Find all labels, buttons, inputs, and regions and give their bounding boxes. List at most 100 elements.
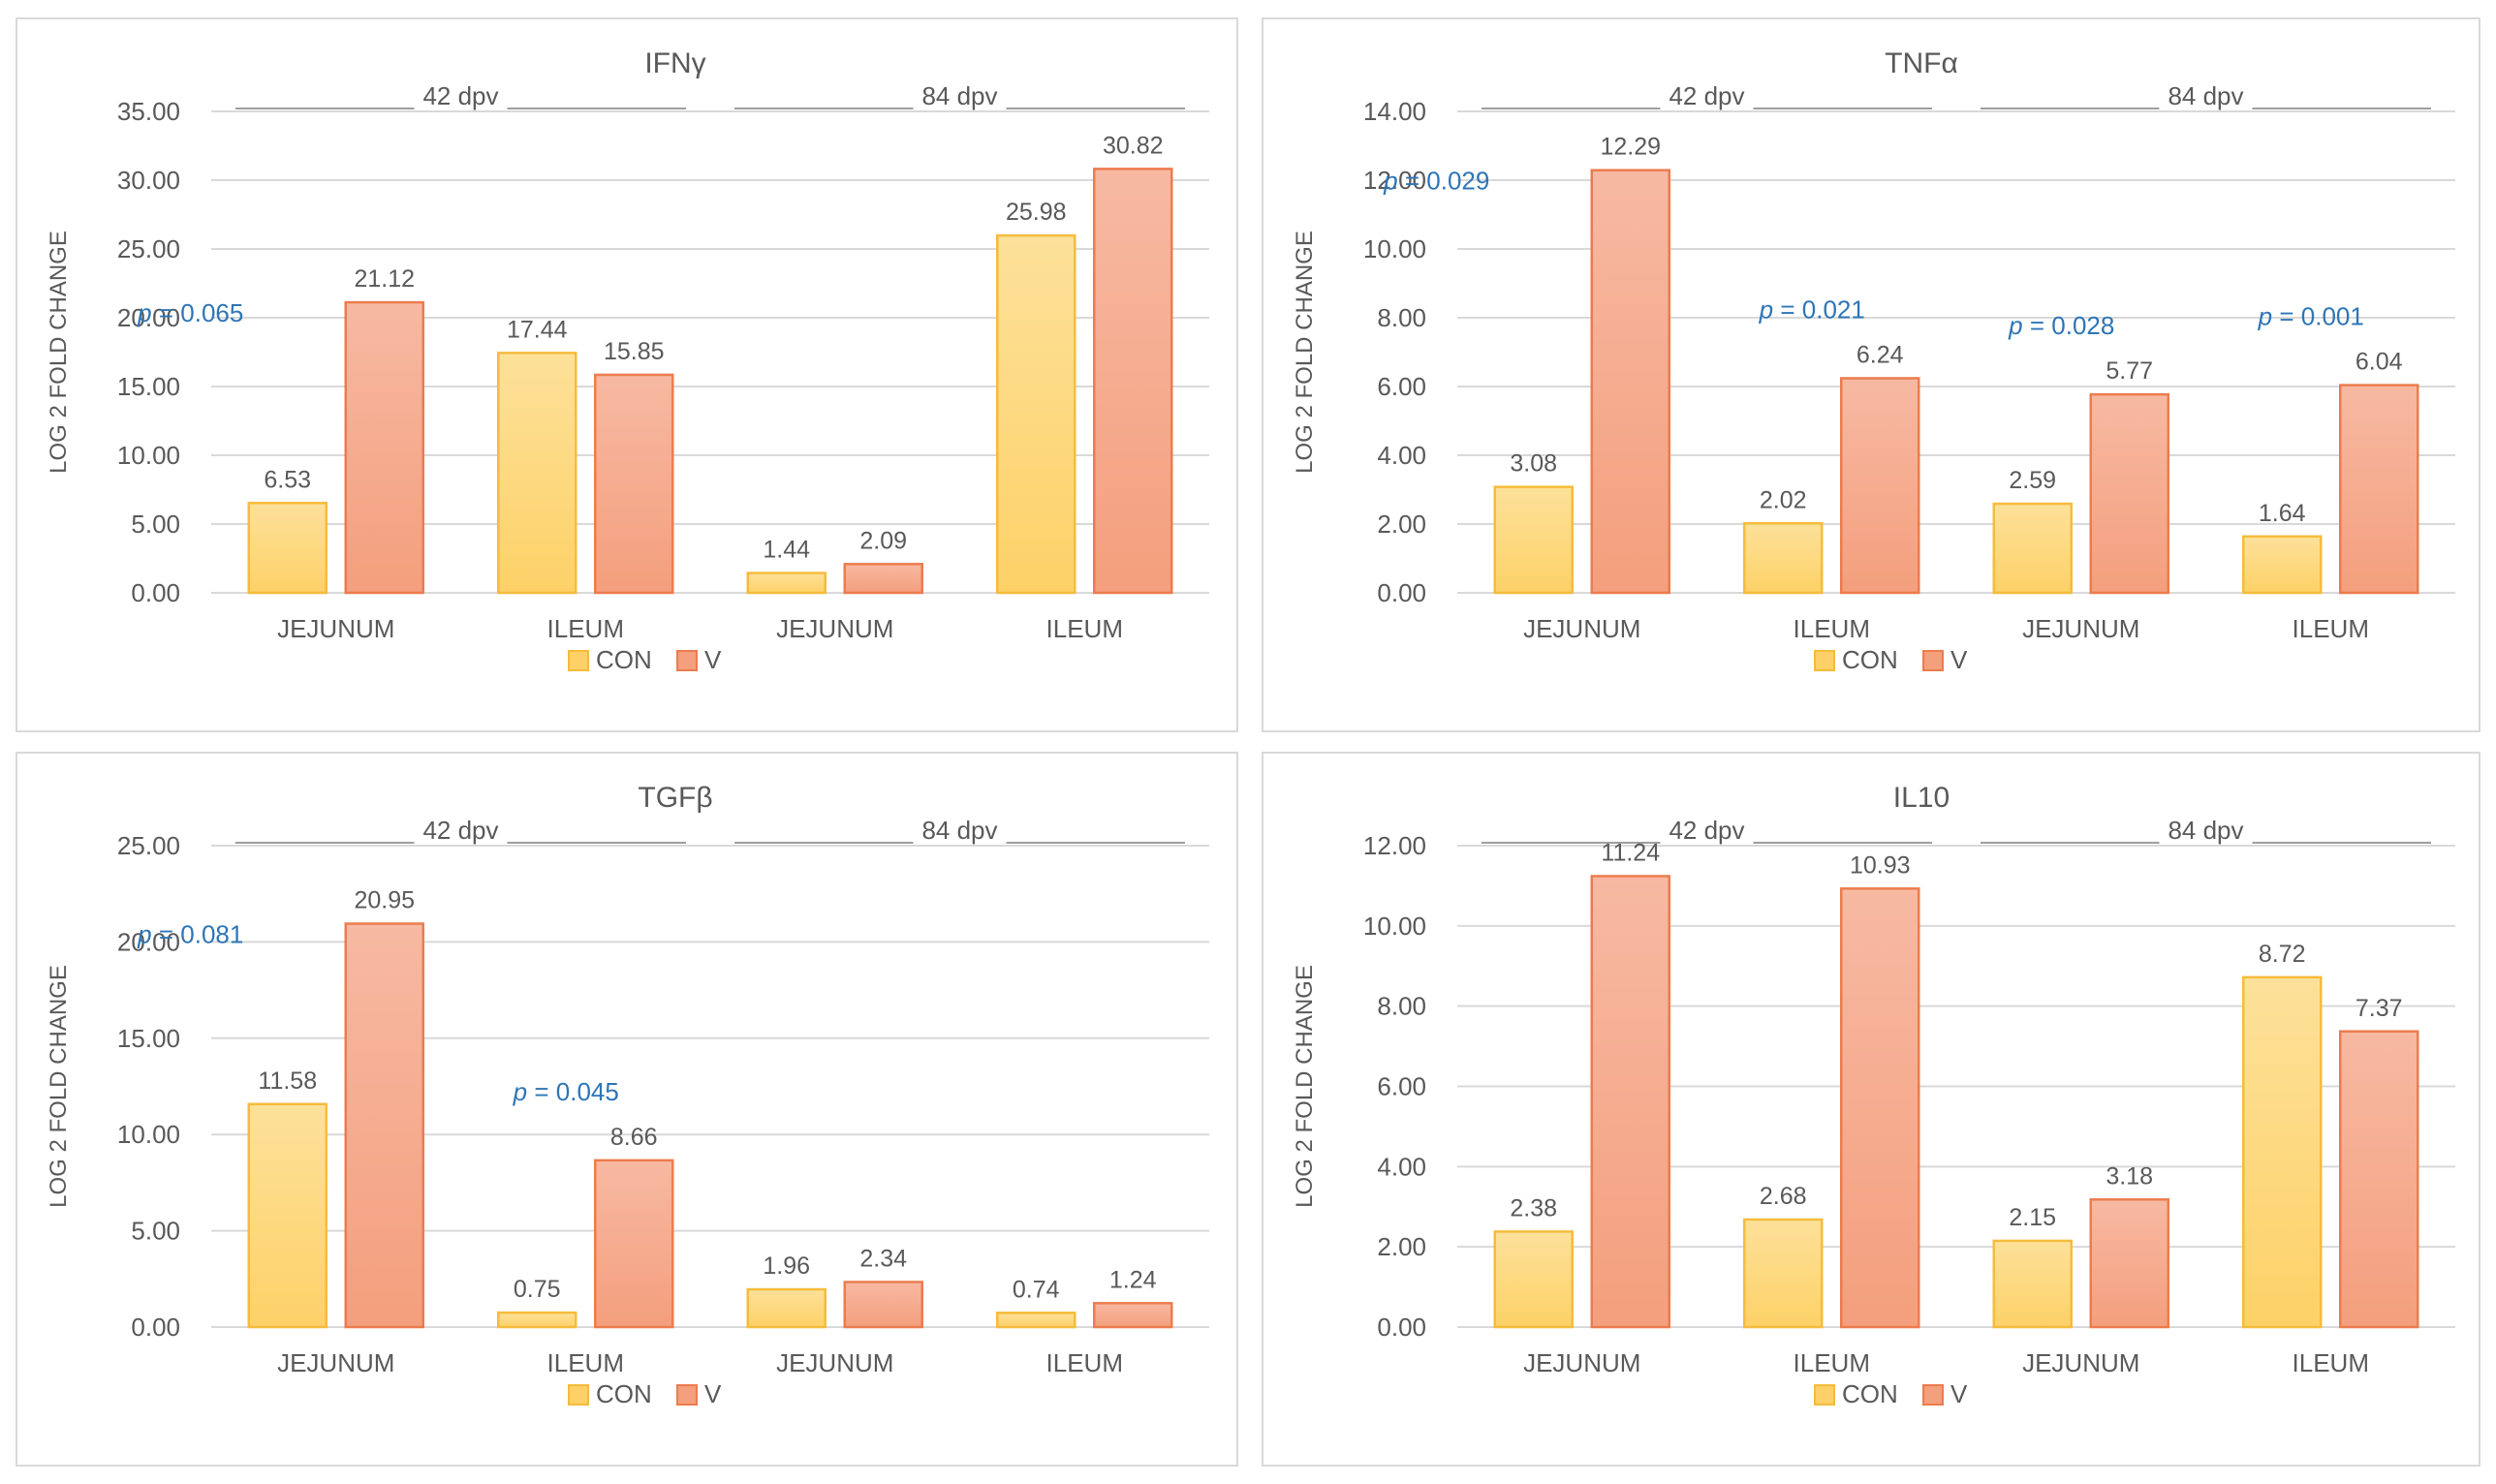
y-tick-label: 0.00 bbox=[1377, 578, 1426, 607]
y-axis-label: LOG 2 FOLD CHANGE bbox=[1292, 231, 1318, 474]
data-label: 2.59 bbox=[2009, 467, 2056, 494]
v-bar bbox=[2091, 394, 2168, 593]
category-label: ILEUM bbox=[2293, 1348, 2369, 1377]
v-bar bbox=[1094, 1303, 1171, 1327]
data-label: 15.85 bbox=[604, 338, 665, 365]
data-label: 11.58 bbox=[258, 1067, 317, 1095]
p-value-text: = 0.065 bbox=[152, 298, 244, 327]
p-value-annotation: p = 0.065 bbox=[137, 298, 243, 327]
data-label: 2.68 bbox=[1760, 1183, 1807, 1210]
y-tick-label: 8.00 bbox=[1377, 992, 1426, 1021]
con-bar bbox=[498, 1313, 576, 1327]
data-label: 12.29 bbox=[1600, 134, 1661, 161]
v-bar bbox=[2091, 1199, 2168, 1327]
data-label: 0.75 bbox=[514, 1276, 561, 1303]
v-bar bbox=[2340, 1032, 2418, 1327]
legend-label-con: CON bbox=[1842, 645, 1898, 674]
data-label: 30.82 bbox=[1103, 132, 1164, 159]
category-label: JEJUNUM bbox=[2022, 1348, 2139, 1377]
data-label: 7.37 bbox=[2356, 995, 2403, 1022]
p-value-symbol: p bbox=[513, 1077, 527, 1106]
y-tick-label: 5.00 bbox=[131, 1217, 180, 1246]
p-value-symbol: p bbox=[1383, 167, 1397, 196]
y-tick-label: 6.00 bbox=[1377, 1072, 1426, 1101]
p-value-symbol: p bbox=[2008, 311, 2022, 340]
data-label: 2.15 bbox=[2009, 1204, 2056, 1231]
y-tick-label: 35.00 bbox=[117, 97, 180, 126]
category-label: JEJUNUM bbox=[2022, 614, 2139, 643]
group-label: 84 dpv bbox=[921, 816, 997, 845]
legend-label-v: V bbox=[704, 645, 722, 674]
con-bar bbox=[2243, 537, 2321, 593]
y-axis-label: LOG 2 FOLD CHANGE bbox=[46, 231, 72, 474]
data-label: 8.66 bbox=[610, 1124, 658, 1151]
v-bar bbox=[595, 1160, 672, 1327]
category-label: JEJUNUM bbox=[776, 1348, 893, 1377]
con-bar bbox=[1994, 1241, 2072, 1327]
legend-label-v: V bbox=[1950, 1379, 1968, 1408]
p-value-annotation: p = 0.081 bbox=[137, 920, 243, 949]
tnf-alpha-chart-panel: TNFα LOG 2 FOLD CHANGE 0.00 2.00 4.00 6.00 8.0… bbox=[1262, 17, 2480, 732]
y-tick-label: 2.00 bbox=[1377, 510, 1426, 539]
tgf-beta-chart-panel: TGFβ LOG 2 FOLD CHANGE 0.00 5.00 10.00 15.00 2… bbox=[16, 752, 1238, 1467]
y-tick-label: 15.00 bbox=[117, 372, 180, 401]
data-label: 21.12 bbox=[354, 265, 415, 293]
v-bar bbox=[1592, 876, 1669, 1327]
data-label: 2.02 bbox=[1760, 486, 1807, 513]
data-label: 11.24 bbox=[1601, 839, 1660, 866]
y-tick-label: 14.00 bbox=[1363, 97, 1426, 126]
y-tick-label: 6.00 bbox=[1377, 372, 1426, 401]
p-value-annotation: p = 0.045 bbox=[513, 1077, 619, 1106]
y-tick-label: 10.00 bbox=[1363, 912, 1426, 941]
data-label: 20.95 bbox=[354, 887, 415, 914]
group-label: 42 dpv bbox=[1669, 816, 1744, 845]
category-label: JEJUNUM bbox=[277, 1348, 394, 1377]
y-tick-label: 4.00 bbox=[1377, 1152, 1426, 1181]
data-label: 1.64 bbox=[2259, 500, 2306, 527]
y-tick-label: 10.00 bbox=[1363, 234, 1426, 263]
p-value-text: = 0.001 bbox=[2272, 302, 2364, 331]
v-bar bbox=[346, 302, 423, 593]
chart-title: IFNγ bbox=[644, 47, 705, 79]
data-label: 2.38 bbox=[1510, 1194, 1557, 1221]
legend-swatch-con bbox=[1815, 1385, 1834, 1405]
category-label: ILEUM bbox=[1794, 614, 1870, 643]
con-bar bbox=[1744, 523, 1822, 593]
tnf-alpha-chart: TNFα LOG 2 FOLD CHANGE 0.00 2.00 4.00 6.00 8.0… bbox=[1264, 19, 2482, 730]
ifn-gamma-chart-panel: IFNγ LOG 2 FOLD CHANGE 0.00 5.00 10.00 15.00 2… bbox=[16, 17, 1238, 732]
data-label: 3.08 bbox=[1510, 450, 1557, 478]
con-bar bbox=[1495, 1231, 1573, 1327]
group-label: 42 dpv bbox=[422, 816, 498, 845]
data-label: 6.53 bbox=[264, 466, 311, 493]
category-label: JEJUNUM bbox=[1523, 1348, 1640, 1377]
data-label: 17.44 bbox=[507, 316, 568, 343]
v-bar bbox=[845, 1282, 922, 1327]
y-tick-label: 10.00 bbox=[117, 441, 180, 470]
legend-label-v: V bbox=[704, 1379, 722, 1408]
con-bar bbox=[1994, 504, 2072, 593]
chart-title: TNFα bbox=[1885, 47, 1958, 79]
legend-swatch-con bbox=[1815, 651, 1834, 670]
legend-swatch-con bbox=[569, 1385, 588, 1405]
con-bar bbox=[2243, 977, 2321, 1327]
p-value-text: = 0.081 bbox=[152, 920, 244, 949]
y-tick-label: 10.00 bbox=[117, 1120, 180, 1149]
data-label: 2.09 bbox=[859, 527, 907, 554]
group-label: 84 dpv bbox=[2168, 81, 2243, 110]
y-tick-label: 0.00 bbox=[131, 1313, 180, 1342]
p-value-annotation: p = 0.021 bbox=[1759, 294, 1865, 324]
group-label: 84 dpv bbox=[921, 81, 997, 110]
p-value-text: = 0.029 bbox=[1398, 167, 1490, 196]
y-tick-label: 0.00 bbox=[131, 578, 180, 607]
data-label: 5.77 bbox=[2106, 357, 2153, 385]
v-bar bbox=[2340, 386, 2418, 593]
legend-swatch-v bbox=[1923, 651, 1943, 670]
p-value-text: = 0.021 bbox=[1773, 294, 1865, 324]
legend-label-con: CON bbox=[596, 1379, 652, 1408]
il10-chart-panel: IL10 LOG 2 FOLD CHANGE 0.00 2.00 4.00 6.00 8.0… bbox=[1262, 752, 2480, 1467]
y-tick-label: 15.00 bbox=[117, 1024, 180, 1053]
data-label: 25.98 bbox=[1006, 199, 1067, 226]
y-axis-label: LOG 2 FOLD CHANGE bbox=[1292, 965, 1318, 1208]
category-label: ILEUM bbox=[547, 1348, 624, 1377]
p-value-annotation: p = 0.029 bbox=[1383, 167, 1489, 196]
